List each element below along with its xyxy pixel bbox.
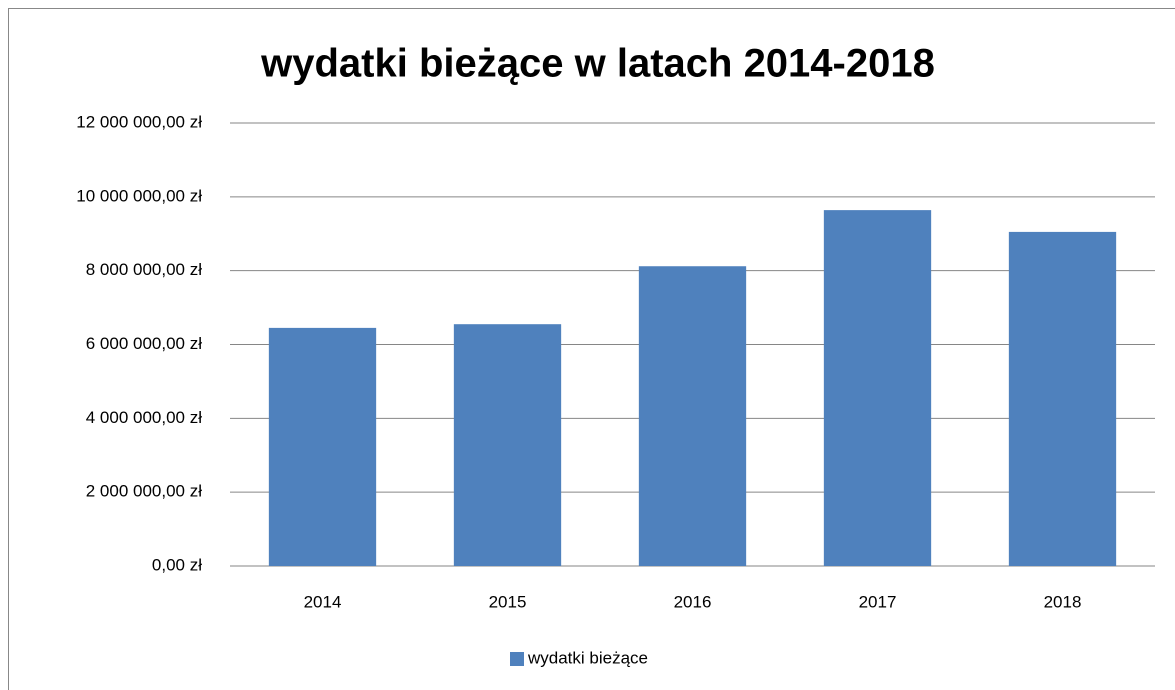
y-tick-label: 8 000 000,00 zł xyxy=(86,260,202,279)
y-tick-label: 12 000 000,00 zł xyxy=(76,112,202,131)
x-tick-label: 2014 xyxy=(304,592,342,611)
y-tick-label: 0,00 zł xyxy=(152,555,202,574)
bar xyxy=(453,324,562,566)
chart-border xyxy=(8,8,1175,690)
y-tick-label: 4 000 000,00 zł xyxy=(86,408,202,427)
bar xyxy=(823,210,932,566)
y-tick-label: 10 000 000,00 zł xyxy=(76,186,202,205)
x-tick-label: 2015 xyxy=(489,592,527,611)
legend-label: wydatki bieżące xyxy=(527,648,648,667)
y-tick-label: 6 000 000,00 zł xyxy=(86,334,202,353)
x-tick-label: 2017 xyxy=(859,592,897,611)
x-tick-label: 2016 xyxy=(674,592,712,611)
y-tick-label: 2 000 000,00 zł xyxy=(86,482,202,501)
legend-swatch xyxy=(510,652,524,666)
bar xyxy=(1008,231,1117,566)
chart-title: wydatki bieżące w latach 2014-2018 xyxy=(260,42,935,86)
bar xyxy=(638,266,747,566)
bar xyxy=(268,327,377,566)
x-tick-label: 2018 xyxy=(1044,592,1082,611)
